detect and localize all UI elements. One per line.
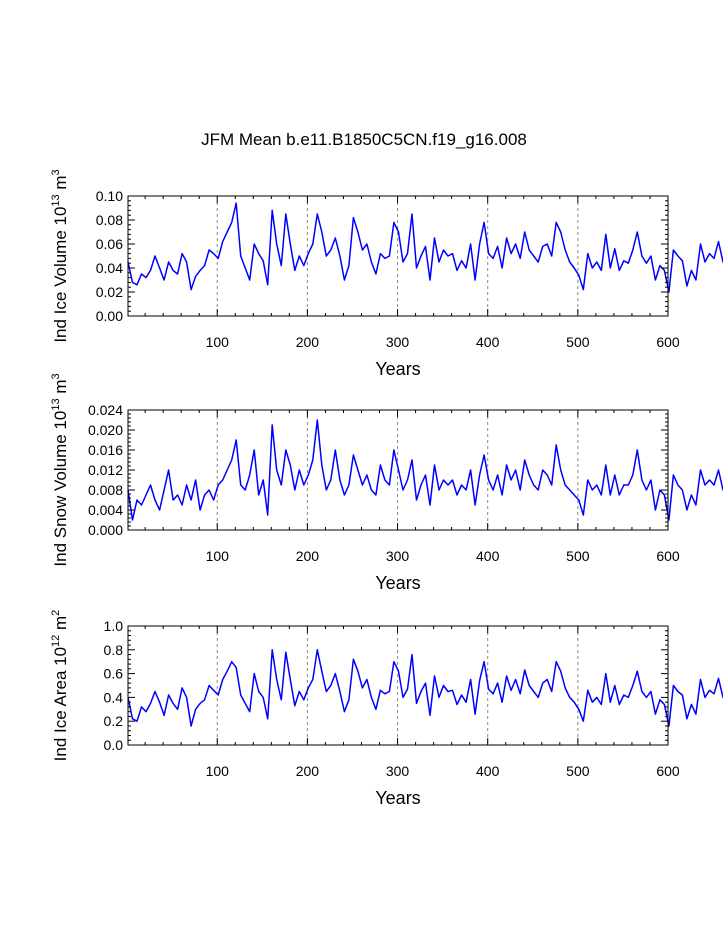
x-tick-label: 200: [296, 334, 320, 350]
series-line: [127, 202, 723, 293]
chart-panel-2: 100 200 300 400 500 600 0.000 0.004 0.008 0.012 0.…: [50, 373, 723, 593]
y-axis-label-ylabel-unit-exp: 2: [50, 610, 62, 616]
x-tick-label: 200: [296, 763, 320, 779]
y-tick-label: 0.4: [104, 689, 124, 705]
x-tick-label: 600: [656, 548, 680, 564]
x-tick-label: 100: [206, 763, 230, 779]
y-axis-label-ylabel-unit-exp: 3: [50, 373, 62, 379]
y-axis-label-ylabel-unit: m: [51, 380, 70, 399]
x-axis-label: Years: [375, 573, 420, 593]
y-tick-label: 0.08: [96, 212, 123, 228]
y-axis-label-ylabel: Ind Ice Volume 10: [51, 207, 70, 343]
x-tick-label: 400: [476, 763, 500, 779]
x-tick-label: 500: [566, 548, 590, 564]
y-tick-label: 0.00: [96, 308, 123, 324]
y-tick-label: 0.016: [88, 442, 123, 458]
y-axis-label-ylabel-exp: 13: [50, 194, 62, 206]
x-tick-label: 500: [566, 763, 590, 779]
series-line: [127, 419, 723, 521]
y-axis-label-ylabel-unit-exp: 3: [50, 169, 62, 175]
y-tick-label: 0.008: [88, 482, 123, 498]
y-tick-label: 0.06: [96, 236, 123, 252]
y-tick-label: 0.004: [88, 502, 123, 518]
y-axis-label-ylabel-exp: 13: [50, 398, 62, 410]
x-axis-label: Years: [375, 359, 420, 379]
figure-title: JFM Mean b.e11.B1850C5CN.f19_g16.008: [201, 130, 527, 149]
y-axis-label-ylabel-unit: m: [51, 175, 70, 194]
chart-panel-3: 100 200 300 400 500 600 0.0 0.2 0.4 0.6 0.8 1.0 Year…: [50, 610, 723, 808]
y-tick-label: 0.10: [96, 188, 123, 204]
y-axis-label: Ind Ice Volume 1013 m3: [50, 169, 70, 342]
y-axis-label-ylabel-unit: m: [51, 616, 70, 635]
x-tick-label: 300: [386, 334, 410, 350]
y-axis-label: Ind Snow Volume 1013 m3: [50, 373, 70, 566]
x-tick-label: 100: [206, 548, 230, 564]
y-tick-label: 1.0: [104, 618, 124, 634]
y-tick-label: 0.024: [88, 402, 123, 418]
y-tick-label: 0.000: [88, 522, 123, 538]
x-tick-label: 400: [476, 548, 500, 564]
y-tick-label: 0.2: [104, 713, 124, 729]
x-axis-label: Years: [375, 788, 420, 808]
y-tick-label: 0.8: [104, 642, 124, 658]
y-axis-label-ylabel: Ind Ice Area 10: [51, 647, 70, 761]
y-tick-label: 0.020: [88, 422, 123, 438]
y-tick-label: 0.0: [104, 737, 124, 753]
y-axis-label: Ind Ice Area 1012 m2: [50, 610, 70, 762]
y-tick-label: 0.6: [104, 666, 124, 682]
x-tick-label: 500: [566, 334, 590, 350]
y-tick-label: 0.04: [96, 260, 123, 276]
chart-panel-1: 100 200 300 400 500 600 0.00 0.02 0.04 0.06 0.08 0.…: [50, 169, 723, 379]
x-tick-label: 300: [386, 548, 410, 564]
x-tick-label: 600: [656, 334, 680, 350]
x-tick-label: 200: [296, 548, 320, 564]
y-tick-label: 0.012: [88, 462, 123, 478]
y-axis-label-ylabel-exp: 12: [50, 635, 62, 647]
y-tick-label: 0.02: [96, 284, 123, 300]
series-line: [127, 649, 723, 727]
y-axis-label-ylabel: Ind Snow Volume 10: [51, 411, 70, 567]
x-tick-label: 300: [386, 763, 410, 779]
x-tick-label: 600: [656, 763, 680, 779]
x-tick-label: 400: [476, 334, 500, 350]
x-tick-label: 100: [206, 334, 230, 350]
